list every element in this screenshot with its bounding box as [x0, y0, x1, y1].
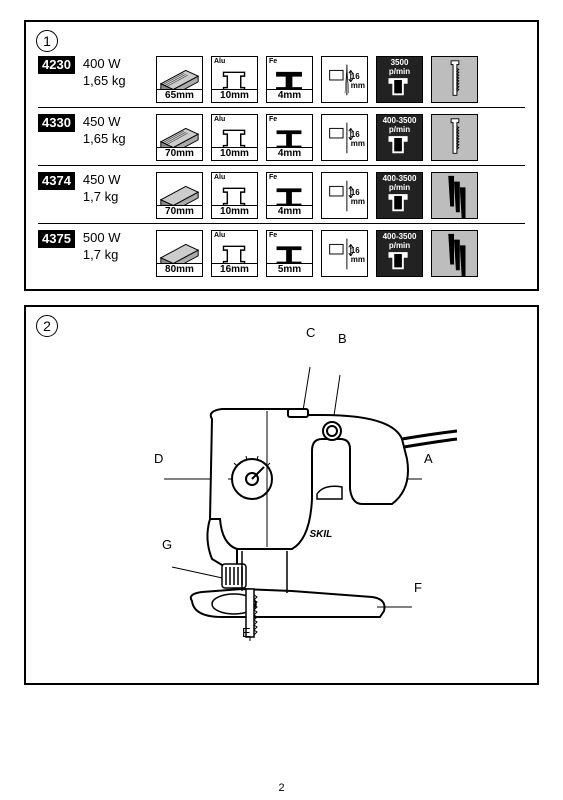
weight-value: 1,7 kg [83, 247, 121, 264]
speed-icon: 3500 p/min [376, 56, 423, 103]
fe-label: Fe [269, 232, 277, 239]
stroke-icon: 16mm [321, 172, 368, 219]
callout-b: B [338, 331, 347, 346]
panel-number-1: 1 [36, 30, 58, 52]
brand-text: SKIL [310, 529, 333, 540]
stroke-value: 16mm [351, 130, 365, 148]
model-column: 4374 450 W 1,7 kg [38, 172, 148, 206]
model-column: 4375 500 W 1,7 kg [38, 230, 148, 264]
speed-value: 400-3500 [377, 174, 422, 183]
model-column: 4330 450 W 1,65 kg [38, 114, 148, 148]
power-value: 450 W [83, 172, 121, 189]
stroke-icon: 16mm [321, 114, 368, 161]
spec-row: 4375 500 W 1,7 kg 80mm Alu 16mm Fe 5mm [38, 224, 525, 277]
alu-value: 16mm [212, 263, 257, 276]
callout-g: G [162, 537, 172, 552]
callout-c: C [306, 325, 315, 340]
fe-capacity-icon: Fe 4mm [266, 114, 313, 161]
blade-type-icon [431, 172, 478, 219]
speed-unit: p/min [377, 241, 422, 250]
speed-icon: 400-3500 p/min [376, 114, 423, 161]
page-number: 2 [278, 782, 284, 794]
alu-value: 10mm [212, 147, 257, 160]
wood-value: 80mm [157, 263, 202, 276]
speed-unit: p/min [377, 183, 422, 192]
model-badge: 4375 [38, 230, 75, 248]
speed-value: 400-3500 [377, 232, 422, 241]
alu-capacity-icon: Alu 10mm [211, 114, 258, 161]
alu-label: Alu [214, 174, 225, 181]
wood-value: 70mm [157, 205, 202, 218]
stroke-icon: 16mm [321, 230, 368, 277]
callout-f: F [414, 580, 422, 595]
fe-label: Fe [269, 116, 277, 123]
fe-value: 4mm [267, 147, 312, 160]
alu-value: 10mm [212, 205, 257, 218]
blade-type-icon [431, 114, 478, 161]
wood-value: 65mm [157, 89, 202, 102]
stroke-value: 16mm [351, 188, 365, 206]
fe-capacity-icon: Fe 4mm [266, 172, 313, 219]
weight-value: 1,7 kg [83, 189, 121, 206]
speed-icon: 400-3500 p/min [376, 172, 423, 219]
alu-label: Alu [214, 232, 225, 239]
alu-label: Alu [214, 116, 225, 123]
alu-capacity-icon: Alu 10mm [211, 56, 258, 103]
spec-table: 4230 400 W 1,65 kg 65mm Alu 10mm Fe 4mm [38, 50, 525, 277]
weight-value: 1,65 kg [83, 73, 126, 90]
model-badge: 4374 [38, 172, 75, 190]
diagram-panel: 2 [24, 305, 539, 685]
spec-row: 4374 450 W 1,7 kg 70mm Alu 10mm Fe 4mm [38, 166, 525, 224]
speed-value: 3500 [377, 58, 422, 67]
alu-capacity-icon: Alu 16mm [211, 230, 258, 277]
wood-capacity-icon: 80mm [156, 230, 203, 277]
weight-value: 1,65 kg [83, 131, 126, 148]
model-specs: 400 W 1,65 kg [83, 56, 126, 90]
fe-capacity-icon: Fe 4mm [266, 56, 313, 103]
fe-value: 5mm [267, 263, 312, 276]
wood-capacity-icon: 70mm [156, 172, 203, 219]
panel-number-2: 2 [36, 315, 58, 337]
spec-row: 4330 450 W 1,65 kg 70mm Alu 10mm Fe 4mm [38, 108, 525, 166]
power-value: 500 W [83, 230, 121, 247]
model-badge: 4330 [38, 114, 75, 132]
spec-panel: 1 4230 400 W 1,65 kg 65mm Alu 10mm Fe [24, 20, 539, 291]
callout-a: A [424, 451, 433, 466]
alu-label: Alu [214, 58, 225, 65]
fe-capacity-icon: Fe 5mm [266, 230, 313, 277]
model-column: 4230 400 W 1,65 kg [38, 56, 148, 90]
speed-unit: p/min [377, 125, 422, 134]
power-value: 450 W [83, 114, 126, 131]
stroke-value: 16mm [351, 72, 365, 90]
fe-value: 4mm [267, 89, 312, 102]
model-specs: 450 W 1,65 kg [83, 114, 126, 148]
blade-type-icon [431, 56, 478, 103]
speed-unit: p/min [377, 67, 422, 76]
jigsaw-diagram: SKIL [92, 339, 472, 664]
spec-row: 4230 400 W 1,65 kg 65mm Alu 10mm Fe 4mm [38, 50, 525, 108]
fe-label: Fe [269, 58, 277, 65]
wood-capacity-icon: 65mm [156, 56, 203, 103]
fe-label: Fe [269, 174, 277, 181]
stroke-icon: 16mm [321, 56, 368, 103]
power-value: 400 W [83, 56, 126, 73]
speed-icon: 400-3500 p/min [376, 230, 423, 277]
model-badge: 4230 [38, 56, 75, 74]
speed-value: 400-3500 [377, 116, 422, 125]
callout-d: D [154, 451, 163, 466]
model-specs: 500 W 1,7 kg [83, 230, 121, 264]
stroke-value: 16mm [351, 246, 365, 264]
blade-type-icon [431, 230, 478, 277]
model-specs: 450 W 1,7 kg [83, 172, 121, 206]
fe-value: 4mm [267, 205, 312, 218]
wood-capacity-icon: 70mm [156, 114, 203, 161]
wood-value: 70mm [157, 147, 202, 160]
alu-capacity-icon: Alu 10mm [211, 172, 258, 219]
callout-e: E [242, 625, 251, 640]
alu-value: 10mm [212, 89, 257, 102]
